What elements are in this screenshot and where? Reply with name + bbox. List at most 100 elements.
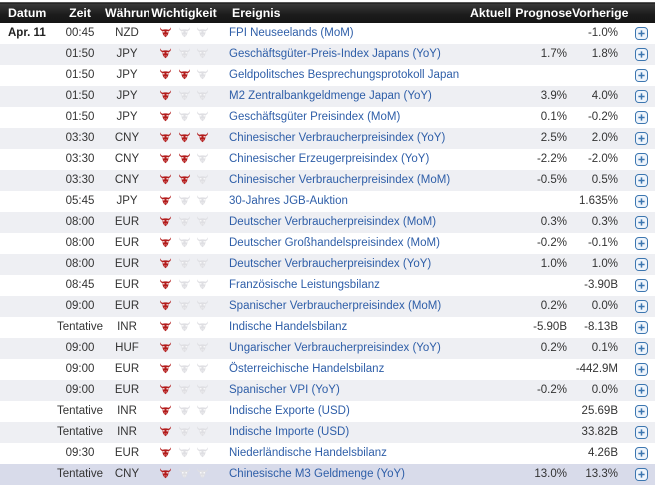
importance-cell — [149, 296, 219, 317]
bull-icon — [196, 111, 209, 122]
bull-icon — [159, 321, 172, 332]
event-link[interactable]: Chinesischer Verbraucherpreisindex (MoM) — [229, 174, 451, 186]
previous-cell: 0.0% — [591, 384, 618, 396]
event-link[interactable]: Indische Exporte (USD) — [229, 405, 350, 417]
bull-icon — [196, 384, 209, 395]
plus-expand-icon[interactable] — [635, 446, 648, 460]
plus-expand-icon[interactable] — [635, 68, 648, 82]
bull-icon — [159, 195, 172, 206]
importance-cell — [149, 233, 219, 254]
event-link[interactable]: Deutscher Verbraucherpreisindex (MoM) — [229, 216, 437, 228]
forecast-cell — [515, 275, 572, 296]
plus-expand-icon[interactable] — [635, 383, 648, 397]
plus-expand-icon[interactable] — [635, 26, 648, 40]
event-link[interactable]: M2 Zentralbankgeldmenge Japan (YoY) — [229, 90, 432, 102]
currency-cell: INR — [117, 321, 137, 333]
date-cell — [0, 254, 55, 275]
table-row: Tentative INR Indische Handelsbilanz -5.… — [0, 317, 655, 338]
plus-expand-icon[interactable] — [635, 173, 648, 187]
forecast-cell — [515, 443, 572, 464]
date-cell — [0, 275, 55, 296]
previous-cell: 13.3% — [585, 468, 618, 480]
actual-cell — [468, 422, 515, 443]
date-cell — [0, 338, 55, 359]
plus-expand-icon[interactable] — [635, 362, 648, 376]
bull-icon — [178, 363, 191, 374]
previous-cell: -0.1% — [587, 237, 618, 249]
event-link[interactable]: Geldpolitsches Besprechungsprotokoll Jap… — [229, 69, 460, 81]
event-link[interactable]: Deutscher Verbraucherpreisindex (YoY) — [229, 258, 432, 270]
forecast-cell: -5.90B — [533, 321, 567, 333]
bull-icon — [178, 405, 191, 416]
date-cell — [0, 443, 55, 464]
plus-expand-icon[interactable] — [635, 299, 648, 313]
plus-expand-icon[interactable] — [635, 320, 648, 334]
forecast-cell: 0.1% — [540, 111, 567, 123]
bull-icon — [178, 27, 191, 38]
event-cell: Chinesische M3 Geldmenge (YoY) — [219, 464, 468, 485]
expand-cell — [628, 317, 655, 338]
bull-icon — [178, 90, 191, 101]
table-row: 09:00 EUR Spanischer VPI (YoY) -0.2% 0.0… — [0, 379, 655, 401]
plus-expand-icon[interactable] — [635, 89, 648, 103]
event-link[interactable]: Chinesischer Erzeugerpreisindex (YoY) — [229, 153, 430, 165]
time-cell: 01:50 — [65, 90, 95, 102]
table-row: 03:30 CNY Chinesischer Verbraucherpreisi… — [0, 127, 655, 149]
bull-icon — [178, 48, 191, 59]
table-row: 08:00 EUR Deutscher Verbraucherpreisinde… — [0, 253, 655, 275]
event-link[interactable]: Niederländische Handelsbilanz — [229, 447, 387, 459]
event-link[interactable]: Spanischer VPI (YoY) — [229, 384, 340, 396]
plus-expand-icon[interactable] — [635, 341, 648, 355]
time-cell: 08:00 — [65, 216, 95, 228]
previous-cell: 33.82B — [581, 426, 618, 438]
event-link[interactable]: Geschäftsgüter-Preis-Index Japans (YoY) — [229, 48, 441, 60]
time-cell: 09:00 — [65, 342, 95, 354]
plus-expand-icon[interactable] — [635, 257, 648, 271]
previous-cell: 4.26B — [587, 447, 618, 459]
forecast-cell: 0.3% — [540, 216, 567, 228]
plus-expand-icon[interactable] — [635, 110, 648, 124]
currency-cell: EUR — [114, 237, 140, 249]
table-row: 01:50 JPY Geschäftsgüter-Preis-Index Jap… — [0, 43, 655, 65]
plus-expand-icon[interactable] — [635, 278, 648, 292]
event-link[interactable]: FPI Neuseelands (MoM) — [229, 27, 354, 39]
importance-cell — [149, 128, 219, 149]
event-link[interactable]: Deutscher Großhandelspreisindex (MoM) — [229, 237, 440, 249]
plus-expand-icon[interactable] — [635, 215, 648, 229]
bull-icon — [178, 132, 191, 143]
plus-expand-icon[interactable] — [635, 425, 648, 439]
previous-cell: -442.9M — [575, 363, 618, 375]
date-cell — [0, 317, 55, 338]
expand-cell — [628, 65, 655, 86]
date-cell — [0, 464, 55, 485]
plus-expand-icon[interactable] — [635, 467, 648, 481]
event-link[interactable]: Österreichische Handelsbilanz — [229, 363, 385, 375]
previous-cell: 4.0% — [591, 90, 618, 102]
bull-icon — [178, 216, 191, 227]
event-link[interactable]: Chinesische M3 Geldmenge (YoY) — [229, 468, 405, 480]
currency-cell: JPY — [116, 48, 138, 60]
event-link[interactable]: Ungarischer Verbraucherpreisindex (YoY) — [229, 342, 441, 354]
actual-cell — [468, 107, 515, 128]
event-link[interactable]: Französische Leistungsbilanz — [229, 279, 380, 291]
plus-expand-icon[interactable] — [635, 404, 648, 418]
column-header-zeit: Zeit — [55, 2, 105, 23]
bull-icon — [178, 321, 191, 332]
event-link[interactable]: Indische Importe (USD) — [229, 426, 350, 438]
event-link[interactable]: Geschäftsgüter Preisindex (MoM) — [229, 111, 401, 123]
currency-cell: CNY — [114, 153, 140, 165]
forecast-cell: -0.2% — [536, 237, 567, 249]
event-link[interactable]: 30-Jahres JGB-Auktion — [229, 195, 348, 207]
plus-expand-icon[interactable] — [635, 194, 648, 208]
event-link[interactable]: Chinesischer Verbraucherpreisindex (YoY) — [229, 132, 446, 144]
plus-expand-icon[interactable] — [635, 152, 648, 166]
importance-cell — [149, 401, 219, 422]
plus-expand-icon[interactable] — [635, 131, 648, 145]
event-link[interactable]: Indische Handelsbilanz — [229, 321, 348, 333]
date-cell — [0, 65, 55, 86]
event-link[interactable]: Spanischer Verbraucherpreisindex (MoM) — [229, 300, 442, 312]
plus-expand-icon[interactable] — [635, 47, 648, 61]
expand-cell — [628, 443, 655, 464]
importance-cell — [149, 212, 219, 233]
plus-expand-icon[interactable] — [635, 236, 648, 250]
